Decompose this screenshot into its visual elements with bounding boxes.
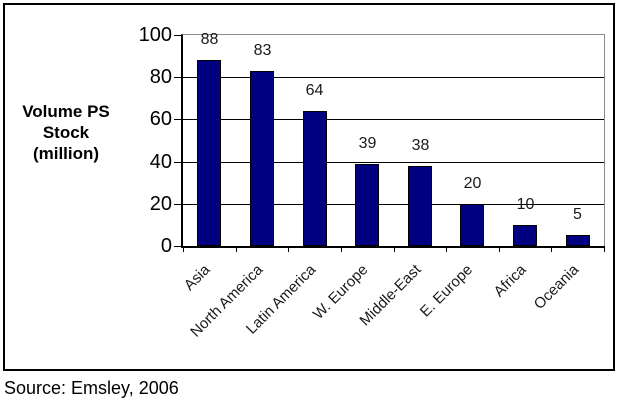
y-axis-label-0: 0 bbox=[160, 235, 172, 257]
bar-oceania bbox=[566, 235, 590, 246]
y-axis-title-line: Volume PS bbox=[22, 102, 110, 121]
y-tick-mark bbox=[174, 162, 181, 163]
x-tick-mark bbox=[183, 246, 184, 252]
bar-asia bbox=[197, 60, 221, 246]
x-tick-mark bbox=[394, 246, 395, 252]
bar-africa bbox=[513, 225, 537, 246]
bar-e-europe bbox=[460, 204, 484, 246]
y-axis-title: Volume PS Stock (million) bbox=[3, 101, 129, 164]
bar-middle-east bbox=[408, 166, 432, 246]
bar-north-america bbox=[250, 71, 274, 246]
bar-value-label-africa: 10 bbox=[516, 196, 535, 213]
x-tick-mark bbox=[288, 246, 289, 252]
x-tick-mark bbox=[446, 246, 447, 252]
gridline-20 bbox=[183, 204, 604, 205]
bar-value-label-e-europe: 20 bbox=[463, 175, 482, 192]
y-tick-mark bbox=[174, 119, 181, 120]
bar-value-label-middle-east: 38 bbox=[411, 137, 430, 154]
x-tick-mark bbox=[236, 246, 237, 252]
y-tick-mark bbox=[174, 246, 181, 247]
y-axis-title-line: Stock bbox=[42, 123, 90, 142]
x-tick-mark bbox=[551, 246, 552, 252]
gridline-60 bbox=[183, 119, 604, 120]
bar-latin-america bbox=[303, 111, 327, 246]
bar-value-label-north-america: 83 bbox=[253, 42, 272, 59]
gridline-40 bbox=[183, 162, 604, 163]
y-axis-label-80: 80 bbox=[149, 66, 172, 88]
y-axis-title-line: (million) bbox=[32, 144, 100, 163]
y-axis-label-20: 20 bbox=[149, 193, 172, 215]
y-tick-mark bbox=[174, 35, 181, 36]
bar-value-label-latin-america: 64 bbox=[305, 82, 324, 99]
x-tick-mark bbox=[604, 246, 605, 252]
plot-area: 88 83 64 39 38 20 10 5 bbox=[181, 31, 605, 248]
source-caption: Source: Emsley, 2006 bbox=[4, 378, 179, 398]
bar-w-europe bbox=[355, 164, 379, 246]
x-tick-mark bbox=[499, 246, 500, 252]
y-axis-label-100: 100 bbox=[138, 24, 172, 46]
bar-value-label-oceania: 5 bbox=[573, 206, 582, 223]
bar-value-label-asia: 88 bbox=[200, 31, 219, 48]
y-tick-mark bbox=[174, 77, 181, 78]
x-tick-mark bbox=[341, 246, 342, 252]
gridline-80 bbox=[183, 77, 604, 78]
bar-value-label-w-europe: 39 bbox=[358, 135, 377, 152]
y-axis-label-60: 60 bbox=[149, 108, 172, 130]
y-tick-mark bbox=[174, 204, 181, 205]
y-axis-label-40: 40 bbox=[149, 151, 172, 173]
